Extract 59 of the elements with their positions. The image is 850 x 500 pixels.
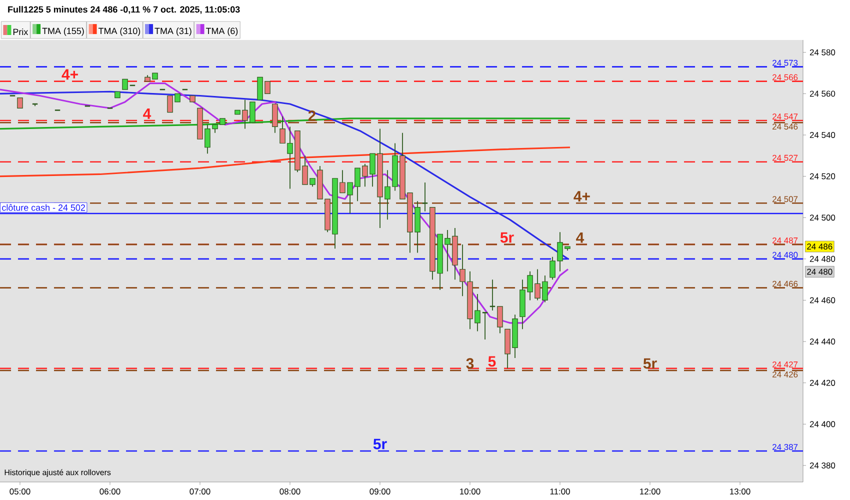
annotation: 3	[466, 358, 474, 369]
x-tick-label: 05:00	[10, 488, 30, 494]
y-tick-label: 24 540	[810, 132, 836, 138]
x-tick-label: 12:00	[640, 488, 660, 494]
y-tick-label: 24 400	[810, 421, 836, 428]
annotation: 5	[488, 356, 496, 367]
candlestick	[17, 98, 23, 108]
ref-line-label: 24 427	[772, 361, 798, 368]
candlestick	[497, 306, 503, 334]
y-tick-label: 24 480	[810, 256, 836, 262]
legend-label: TMA (155)	[42, 28, 84, 36]
annotation: 4	[143, 108, 152, 119]
x-tick-label: 06:00	[100, 488, 120, 494]
y-tick-label: 24 460	[810, 297, 836, 304]
annotation: 4	[576, 232, 584, 243]
chart-title: Full1225 5 minutes 24 486 -0,11 % 7 oct. 2025, 11:05:03	[8, 6, 240, 14]
y-tick-label: 24 500	[810, 214, 836, 221]
ref-line-label: 24 566	[772, 74, 798, 80]
legend-label: TMA (31)	[154, 28, 192, 36]
annotation: 24 486	[807, 244, 832, 250]
x-tick-label: 13:00	[730, 488, 750, 494]
annotation: 4+	[62, 69, 78, 80]
ref-line-label: 24 527	[772, 154, 798, 161]
annotation: 5r	[500, 232, 514, 243]
y-tick-label: 24 420	[810, 380, 836, 386]
annotation: 5r	[643, 358, 657, 369]
ref-line-label: 24 487	[772, 237, 798, 244]
x-tick-label: 08:00	[280, 488, 300, 494]
ref-line-label: 24 573	[772, 60, 798, 66]
ref-line-label: 24 426	[772, 371, 798, 378]
legend-label: TMA (310)	[98, 28, 140, 36]
line-series	[0, 90, 569, 260]
candlestick	[272, 104, 278, 134]
x-tick-label: 11:00	[550, 488, 570, 494]
x-tick-label: 10:00	[460, 488, 480, 494]
annotation: 4+	[574, 191, 590, 202]
y-tick-label: 24 580	[810, 49, 836, 56]
ref-line-label: 24 387	[772, 444, 798, 450]
y-tick-label: 24 520	[810, 173, 836, 180]
x-tick-label: 09:00	[370, 488, 390, 494]
ref-line-label: 24 547	[772, 114, 798, 120]
ref-line-label: 24 507	[772, 196, 798, 202]
ref-line-label: 24 480	[772, 252, 798, 258]
ref-line-label: 24 466	[772, 280, 798, 287]
y-tick-label: 24 560	[810, 90, 836, 97]
annotation: 2	[308, 110, 316, 121]
y-tick-label: 24 440	[810, 338, 836, 345]
line-series	[0, 146, 571, 178]
legend-label: Prix	[13, 28, 28, 35]
y-tick-label: 24 380	[810, 462, 836, 468]
legend-label: TMA (6)	[206, 28, 238, 36]
line-series	[0, 82, 569, 324]
candlestick	[122, 78, 128, 90]
candlestick	[422, 182, 428, 212]
candlestick	[482, 312, 488, 340]
annotation: 5r	[373, 438, 387, 450]
x-tick-label: 07:00	[190, 488, 210, 494]
ref-line-label: clôture cash - 24 502	[2, 204, 85, 211]
ref-line-label: 24 546	[772, 124, 798, 130]
